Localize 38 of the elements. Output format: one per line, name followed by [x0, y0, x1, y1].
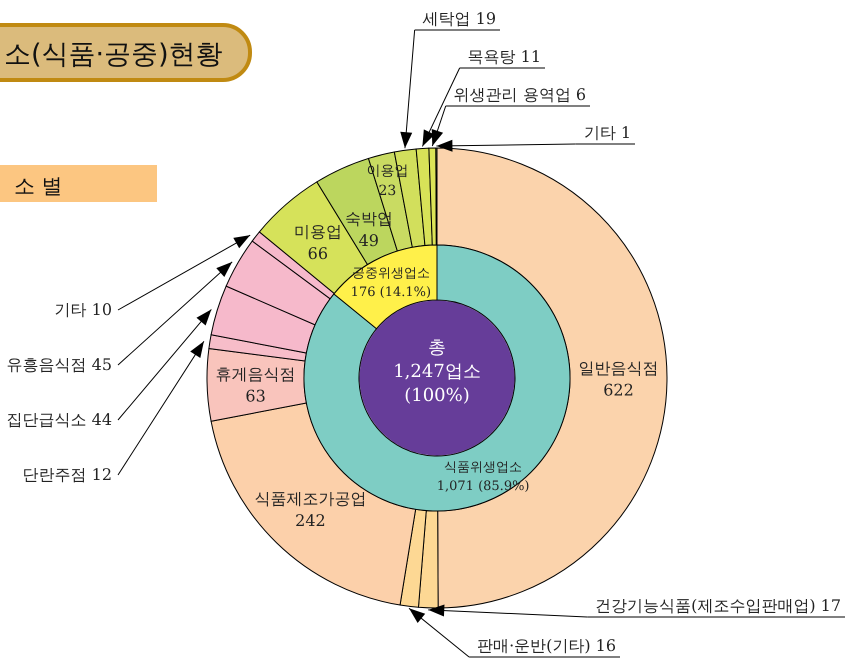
text: 소 별: [14, 174, 63, 198]
data-label: 11: [520, 47, 541, 66]
text: (100%): [404, 385, 470, 406]
slice-label: 식품위생업소: [444, 460, 522, 476]
slice-label: 목욕탕: [468, 47, 516, 66]
text: 총: [428, 337, 446, 358]
data-label: 176 (14.1%): [350, 284, 432, 300]
data-label: 49: [358, 230, 379, 250]
slice-label: 단란주점: [22, 465, 87, 484]
slice-label: 유흥음식점: [6, 355, 87, 374]
data-label: 12: [92, 465, 112, 484]
slice-label: 일반음식점: [578, 358, 658, 378]
data-label: 45: [92, 355, 112, 374]
data-label: 19: [476, 9, 496, 28]
data-label: 10: [92, 300, 112, 319]
slice-label: 집단급식소: [6, 410, 87, 429]
slice-label: 세탁업: [422, 9, 471, 28]
slice-label: 위생관리 용역업: [454, 85, 571, 104]
data-label: 23: [378, 183, 396, 200]
slice-label: 기타: [584, 123, 616, 142]
slice-label: 휴게음식점: [216, 364, 296, 384]
data-label: 44: [92, 410, 112, 429]
data-label: 242: [295, 511, 326, 530]
slice-label: 판매·운반(기타): [477, 636, 591, 655]
data-label: 63: [245, 386, 266, 406]
data-label: 16: [596, 636, 616, 655]
data-label: 17: [820, 596, 841, 615]
data-label: 6: [576, 85, 586, 104]
text: 1,247업소: [393, 361, 481, 382]
slice-label: 미용업: [294, 222, 342, 242]
slice-label: 식품제조가공업: [254, 489, 366, 508]
text: 소(식품·공중)현황: [4, 39, 223, 70]
data-label: 66: [308, 244, 328, 264]
data-label: 1: [620, 123, 631, 142]
slice-label: 기타: [54, 300, 87, 319]
data-label: 622: [603, 380, 634, 400]
slice-label: 공중위생업소: [352, 266, 430, 281]
slice-label: 건강기능식품(제조수입판매업): [595, 596, 816, 615]
